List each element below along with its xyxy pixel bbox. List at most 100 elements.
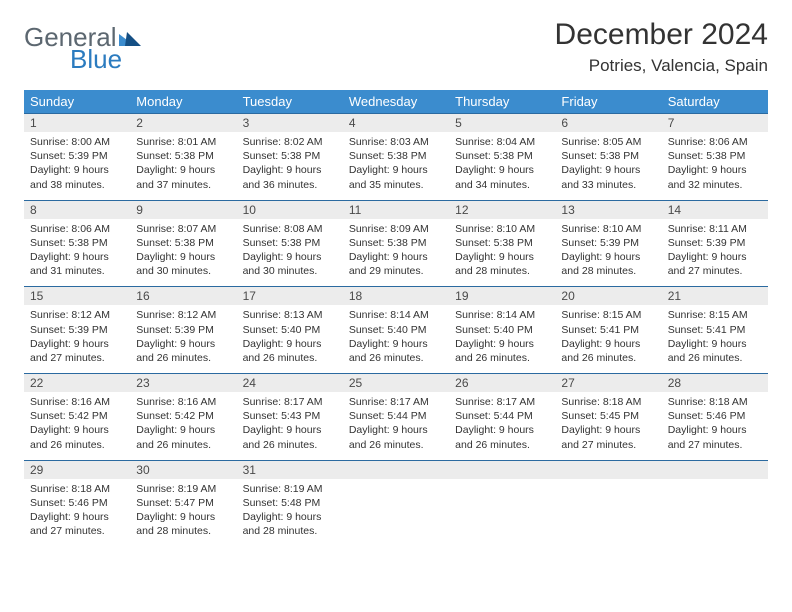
day-day1: Daylight: 9 hours xyxy=(668,337,762,351)
day-body: Sunrise: 8:16 AMSunset: 5:42 PMDaylight:… xyxy=(130,392,236,460)
day-day1: Daylight: 9 hours xyxy=(243,423,337,437)
day-cell: 21Sunrise: 8:15 AMSunset: 5:41 PMDayligh… xyxy=(662,286,768,373)
day-cell: 20Sunrise: 8:15 AMSunset: 5:41 PMDayligh… xyxy=(555,286,661,373)
day-day1: Daylight: 9 hours xyxy=(30,510,124,524)
day-sunrise: Sunrise: 8:18 AM xyxy=(561,395,655,409)
day-body: Sunrise: 8:17 AMSunset: 5:43 PMDaylight:… xyxy=(237,392,343,460)
day-day1: Daylight: 9 hours xyxy=(561,250,655,264)
day-sunset: Sunset: 5:41 PM xyxy=(561,323,655,337)
day-sunset: Sunset: 5:38 PM xyxy=(243,149,337,163)
day-cell: 15Sunrise: 8:12 AMSunset: 5:39 PMDayligh… xyxy=(24,286,130,373)
day-sunrise: Sunrise: 8:17 AM xyxy=(455,395,549,409)
day-sunrise: Sunrise: 8:13 AM xyxy=(243,308,337,322)
day-sunrise: Sunrise: 8:10 AM xyxy=(561,222,655,236)
day-cell: 26Sunrise: 8:17 AMSunset: 5:44 PMDayligh… xyxy=(449,373,555,460)
day-day1: Daylight: 9 hours xyxy=(30,423,124,437)
day-sunrise: Sunrise: 8:12 AM xyxy=(30,308,124,322)
day-sunrise: Sunrise: 8:09 AM xyxy=(349,222,443,236)
day-number: 30 xyxy=(130,460,236,479)
day-body: Sunrise: 8:12 AMSunset: 5:39 PMDaylight:… xyxy=(130,305,236,373)
day-sunrise: Sunrise: 8:17 AM xyxy=(349,395,443,409)
day-day1: Daylight: 9 hours xyxy=(668,163,762,177)
day-day1: Daylight: 9 hours xyxy=(455,423,549,437)
day-sunrise: Sunrise: 8:04 AM xyxy=(455,135,549,149)
day-body: Sunrise: 8:06 AMSunset: 5:38 PMDaylight:… xyxy=(24,219,130,287)
day-body xyxy=(449,479,555,539)
day-sunset: Sunset: 5:38 PM xyxy=(136,149,230,163)
day-day1: Daylight: 9 hours xyxy=(243,163,337,177)
day-day1: Daylight: 9 hours xyxy=(561,163,655,177)
day-sunset: Sunset: 5:38 PM xyxy=(668,149,762,163)
day-sunrise: Sunrise: 8:19 AM xyxy=(243,482,337,496)
day-body: Sunrise: 8:00 AMSunset: 5:39 PMDaylight:… xyxy=(24,132,130,200)
day-number xyxy=(555,460,661,479)
day-body: Sunrise: 8:04 AMSunset: 5:38 PMDaylight:… xyxy=(449,132,555,200)
day-number: 19 xyxy=(449,286,555,305)
week-row: 29Sunrise: 8:18 AMSunset: 5:46 PMDayligh… xyxy=(24,460,768,547)
day-number: 31 xyxy=(237,460,343,479)
day-sunrise: Sunrise: 8:05 AM xyxy=(561,135,655,149)
day-cell: 28Sunrise: 8:18 AMSunset: 5:46 PMDayligh… xyxy=(662,373,768,460)
day-sunset: Sunset: 5:42 PM xyxy=(30,409,124,423)
day-day2: and 28 minutes. xyxy=(455,264,549,278)
day-sunset: Sunset: 5:38 PM xyxy=(349,236,443,250)
day-body: Sunrise: 8:15 AMSunset: 5:41 PMDaylight:… xyxy=(662,305,768,373)
day-number xyxy=(449,460,555,479)
day-day1: Daylight: 9 hours xyxy=(668,423,762,437)
day-body: Sunrise: 8:01 AMSunset: 5:38 PMDaylight:… xyxy=(130,132,236,200)
weekday-label: Sunday xyxy=(24,90,130,113)
day-day2: and 26 minutes. xyxy=(30,438,124,452)
day-day2: and 26 minutes. xyxy=(455,351,549,365)
day-sunrise: Sunrise: 8:08 AM xyxy=(243,222,337,236)
location: Potries, Valencia, Spain xyxy=(555,56,768,76)
day-sunset: Sunset: 5:44 PM xyxy=(455,409,549,423)
day-sunrise: Sunrise: 8:03 AM xyxy=(349,135,443,149)
day-sunrise: Sunrise: 8:11 AM xyxy=(668,222,762,236)
day-cell: 30Sunrise: 8:19 AMSunset: 5:47 PMDayligh… xyxy=(130,460,236,547)
day-cell: 1Sunrise: 8:00 AMSunset: 5:39 PMDaylight… xyxy=(24,113,130,200)
day-number: 8 xyxy=(24,200,130,219)
day-body: Sunrise: 8:10 AMSunset: 5:39 PMDaylight:… xyxy=(555,219,661,287)
day-cell: 10Sunrise: 8:08 AMSunset: 5:38 PMDayligh… xyxy=(237,200,343,287)
day-body xyxy=(343,479,449,539)
weekday-label: Friday xyxy=(555,90,661,113)
day-sunset: Sunset: 5:38 PM xyxy=(136,236,230,250)
day-number: 11 xyxy=(343,200,449,219)
day-sunset: Sunset: 5:40 PM xyxy=(243,323,337,337)
day-sunset: Sunset: 5:38 PM xyxy=(30,236,124,250)
day-cell: 17Sunrise: 8:13 AMSunset: 5:40 PMDayligh… xyxy=(237,286,343,373)
day-day2: and 26 minutes. xyxy=(349,438,443,452)
day-day2: and 26 minutes. xyxy=(561,351,655,365)
day-day2: and 27 minutes. xyxy=(30,351,124,365)
day-day2: and 27 minutes. xyxy=(668,264,762,278)
day-cell: 6Sunrise: 8:05 AMSunset: 5:38 PMDaylight… xyxy=(555,113,661,200)
month-title: December 2024 xyxy=(555,18,768,52)
day-body: Sunrise: 8:15 AMSunset: 5:41 PMDaylight:… xyxy=(555,305,661,373)
day-body: Sunrise: 8:14 AMSunset: 5:40 PMDaylight:… xyxy=(449,305,555,373)
day-sunset: Sunset: 5:44 PM xyxy=(349,409,443,423)
day-day2: and 26 minutes. xyxy=(243,351,337,365)
day-day1: Daylight: 9 hours xyxy=(30,337,124,351)
day-sunset: Sunset: 5:42 PM xyxy=(136,409,230,423)
day-day2: and 35 minutes. xyxy=(349,178,443,192)
day-cell: 19Sunrise: 8:14 AMSunset: 5:40 PMDayligh… xyxy=(449,286,555,373)
day-day2: and 27 minutes. xyxy=(30,524,124,538)
day-body: Sunrise: 8:02 AMSunset: 5:38 PMDaylight:… xyxy=(237,132,343,200)
day-body: Sunrise: 8:11 AMSunset: 5:39 PMDaylight:… xyxy=(662,219,768,287)
day-sunrise: Sunrise: 8:14 AM xyxy=(455,308,549,322)
day-body: Sunrise: 8:19 AMSunset: 5:48 PMDaylight:… xyxy=(237,479,343,547)
day-sunset: Sunset: 5:46 PM xyxy=(30,496,124,510)
day-number: 28 xyxy=(662,373,768,392)
day-day1: Daylight: 9 hours xyxy=(349,163,443,177)
week-row: 1Sunrise: 8:00 AMSunset: 5:39 PMDaylight… xyxy=(24,113,768,200)
day-day1: Daylight: 9 hours xyxy=(668,250,762,264)
day-day2: and 34 minutes. xyxy=(455,178,549,192)
day-sunrise: Sunrise: 8:19 AM xyxy=(136,482,230,496)
day-day1: Daylight: 9 hours xyxy=(136,337,230,351)
day-day2: and 30 minutes. xyxy=(136,264,230,278)
day-day2: and 28 minutes. xyxy=(243,524,337,538)
day-cell: 4Sunrise: 8:03 AMSunset: 5:38 PMDaylight… xyxy=(343,113,449,200)
day-body: Sunrise: 8:13 AMSunset: 5:40 PMDaylight:… xyxy=(237,305,343,373)
day-day1: Daylight: 9 hours xyxy=(243,337,337,351)
day-day2: and 28 minutes. xyxy=(136,524,230,538)
